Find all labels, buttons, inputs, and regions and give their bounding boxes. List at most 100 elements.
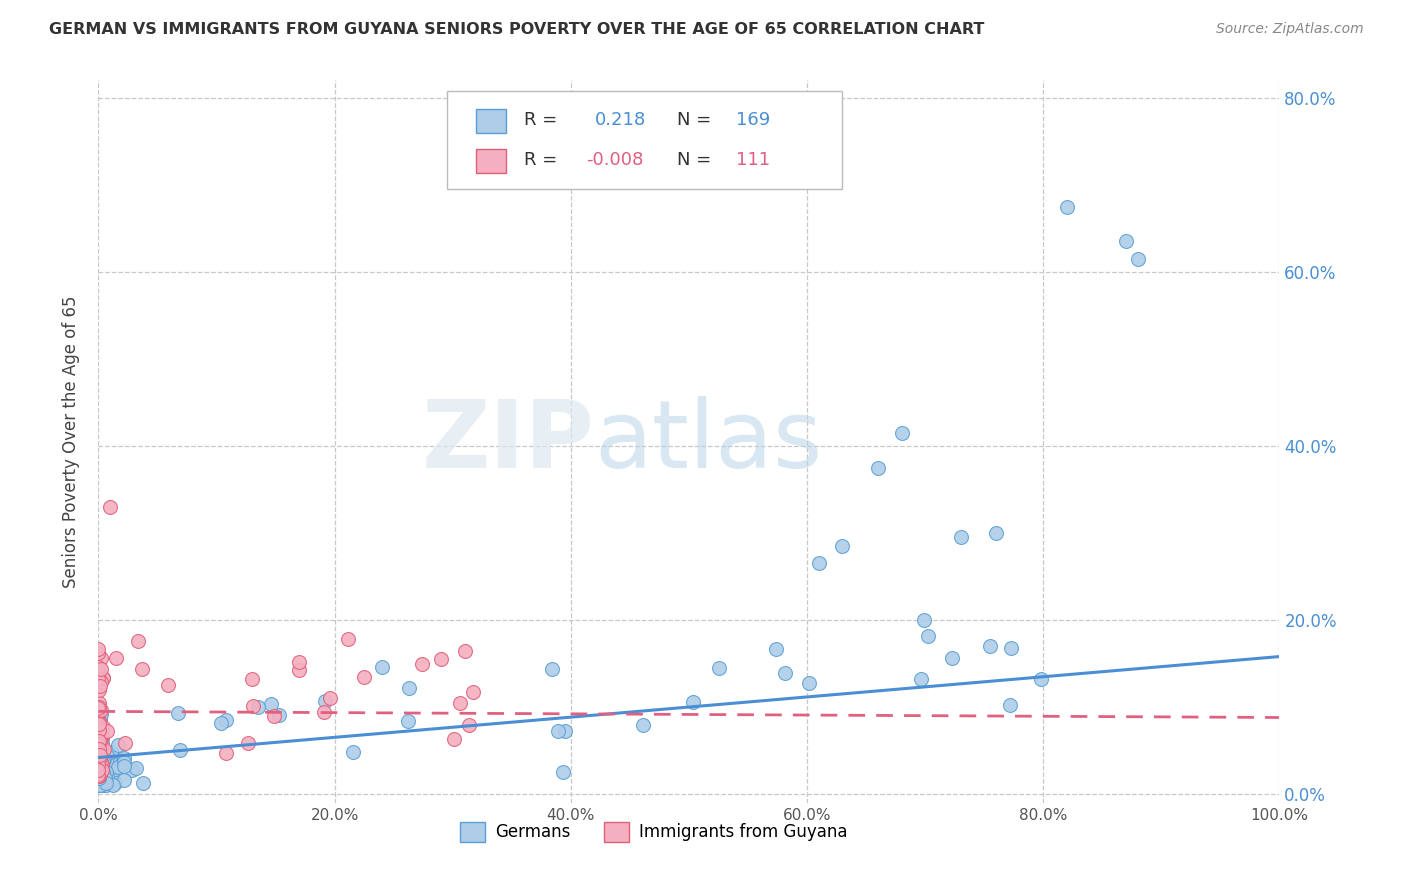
- Point: [269, 708, 291, 723]
- Point: [89, 723, 111, 738]
- Point: [100, 746, 122, 760]
- Point: [87, 752, 110, 766]
- Point: [89, 739, 111, 753]
- Point: [89, 777, 111, 791]
- Text: atlas: atlas: [595, 395, 823, 488]
- Point: [87, 660, 110, 674]
- Point: [89, 764, 111, 779]
- Point: [1056, 200, 1078, 214]
- Point: [917, 629, 939, 643]
- Point: [240, 672, 263, 686]
- Point: [87, 775, 110, 789]
- Point: [371, 660, 394, 674]
- Point: [87, 761, 110, 775]
- Point: [87, 762, 110, 776]
- Point: [94, 765, 117, 780]
- Point: [314, 693, 336, 707]
- Point: [87, 777, 110, 791]
- Point: [89, 772, 111, 786]
- Point: [87, 755, 110, 769]
- Point: [87, 759, 110, 773]
- Point: [90, 662, 112, 676]
- Point: [353, 670, 375, 684]
- Y-axis label: Seniors Poverty Over the Age of 65: Seniors Poverty Over the Age of 65: [62, 295, 80, 588]
- Point: [831, 539, 853, 553]
- Point: [89, 777, 111, 791]
- Point: [87, 775, 110, 789]
- Point: [87, 742, 110, 756]
- Point: [91, 736, 114, 750]
- Point: [90, 764, 112, 779]
- Text: -0.008: -0.008: [586, 151, 644, 169]
- Point: [89, 765, 111, 780]
- Point: [910, 672, 932, 686]
- FancyBboxPatch shape: [477, 149, 506, 173]
- Point: [89, 774, 111, 789]
- Point: [454, 644, 477, 658]
- Point: [90, 731, 112, 745]
- Point: [87, 770, 110, 784]
- Point: [87, 737, 110, 751]
- Point: [89, 776, 111, 790]
- Point: [89, 774, 111, 789]
- Point: [89, 756, 111, 770]
- Text: N =: N =: [678, 151, 711, 169]
- Point: [87, 714, 110, 729]
- Point: [260, 698, 283, 712]
- Point: [87, 762, 110, 776]
- Point: [87, 722, 110, 736]
- Point: [121, 764, 143, 778]
- Point: [104, 775, 127, 789]
- Point: [87, 717, 110, 731]
- Point: [87, 764, 110, 778]
- Point: [91, 671, 114, 685]
- Point: [89, 765, 111, 780]
- Point: [87, 770, 110, 784]
- Point: [89, 767, 111, 781]
- Point: [127, 634, 149, 648]
- Point: [87, 777, 110, 791]
- Point: [1126, 252, 1149, 266]
- Point: [288, 663, 311, 677]
- Point: [449, 696, 471, 710]
- Point: [157, 678, 180, 692]
- Point: [87, 772, 110, 786]
- Point: [215, 746, 238, 760]
- Text: R =: R =: [523, 151, 557, 169]
- Point: [96, 756, 118, 770]
- Point: [89, 721, 111, 735]
- Point: [89, 778, 111, 792]
- Point: [98, 500, 121, 514]
- Point: [87, 753, 110, 767]
- FancyBboxPatch shape: [447, 91, 842, 189]
- Point: [91, 770, 114, 784]
- Point: [342, 745, 364, 759]
- Point: [89, 766, 111, 780]
- Point: [89, 770, 111, 784]
- Point: [461, 685, 484, 699]
- Point: [90, 764, 112, 778]
- Point: [87, 756, 110, 771]
- Point: [107, 739, 129, 753]
- Point: [87, 768, 110, 782]
- Point: [866, 460, 889, 475]
- Point: [87, 778, 110, 792]
- Point: [89, 758, 111, 772]
- Point: [87, 766, 110, 780]
- Point: [87, 734, 110, 748]
- Point: [90, 755, 112, 769]
- Point: [91, 774, 114, 789]
- Point: [87, 761, 110, 775]
- Point: [112, 755, 135, 769]
- Point: [91, 728, 114, 742]
- Point: [89, 751, 111, 765]
- Point: [89, 765, 111, 780]
- Point: [87, 769, 110, 783]
- Point: [682, 695, 704, 709]
- Point: [87, 755, 110, 769]
- Point: [105, 651, 128, 665]
- Point: [765, 642, 787, 657]
- Point: [87, 767, 110, 781]
- Point: [96, 772, 118, 786]
- Point: [112, 772, 135, 787]
